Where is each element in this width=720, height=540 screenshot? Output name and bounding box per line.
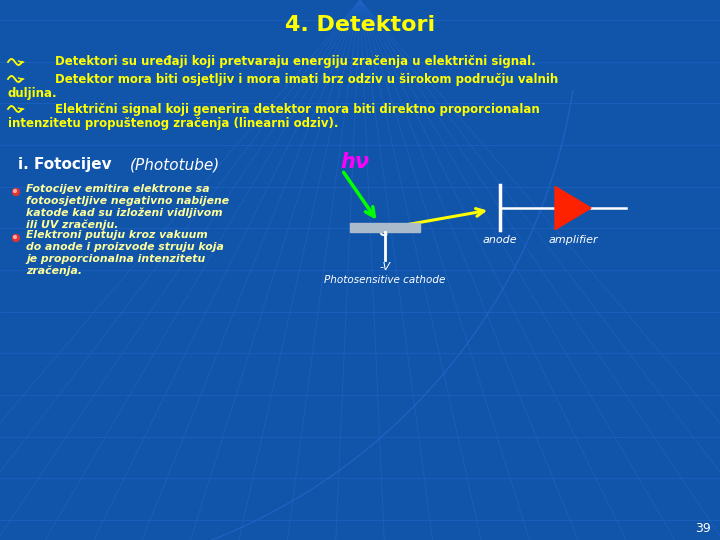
- Text: Elektroni putuju kroz vakuum: Elektroni putuju kroz vakuum: [26, 230, 208, 240]
- FancyBboxPatch shape: [350, 223, 420, 232]
- Text: amplifier: amplifier: [548, 235, 598, 245]
- Text: do anode i proizvode struju koja: do anode i proizvode struju koja: [26, 242, 224, 252]
- Text: (Phototube): (Phototube): [130, 158, 220, 172]
- Text: je proporcionalna intenzitetu: je proporcionalna intenzitetu: [26, 254, 205, 264]
- Text: katode kad su izloženi vidljivom: katode kad su izloženi vidljivom: [26, 208, 222, 218]
- Circle shape: [14, 235, 17, 238]
- Text: fotoosjetljive negativno nabijene: fotoosjetljive negativno nabijene: [26, 196, 229, 206]
- Text: Photosensitive cathode: Photosensitive cathode: [324, 275, 446, 285]
- Text: e⁻: e⁻: [378, 225, 395, 239]
- Text: i. Fotocijev: i. Fotocijev: [18, 158, 112, 172]
- Text: intenzitetu propuštenog zračenja (linearni odziv).: intenzitetu propuštenog zračenja (linear…: [8, 117, 338, 130]
- Circle shape: [12, 188, 19, 195]
- Circle shape: [14, 190, 17, 192]
- Text: 39: 39: [695, 522, 711, 535]
- Text: duljina.: duljina.: [8, 86, 58, 99]
- Text: Fotocijev emitira elektrone sa: Fotocijev emitira elektrone sa: [26, 184, 210, 194]
- Text: anode: anode: [482, 235, 517, 245]
- Text: hν: hν: [340, 152, 369, 172]
- Text: 4. Detektori: 4. Detektori: [285, 15, 435, 35]
- Circle shape: [12, 234, 19, 241]
- Text: zračenja.: zračenja.: [26, 266, 82, 276]
- Text: ili UV zračenju.: ili UV zračenju.: [26, 220, 118, 230]
- Text: Električni signal koji generira detektor mora biti direktno proporcionalan: Električni signal koji generira detektor…: [55, 103, 540, 116]
- Text: Detektor mora biti osjetljiv i mora imati brz odziv u širokom području valnih: Detektor mora biti osjetljiv i mora imat…: [55, 72, 558, 85]
- Polygon shape: [555, 186, 591, 230]
- Text: -V: -V: [379, 262, 390, 272]
- Text: Detektori su uređaji koji pretvaraju energiju zračenja u električni signal.: Detektori su uređaji koji pretvaraju ene…: [55, 56, 536, 69]
